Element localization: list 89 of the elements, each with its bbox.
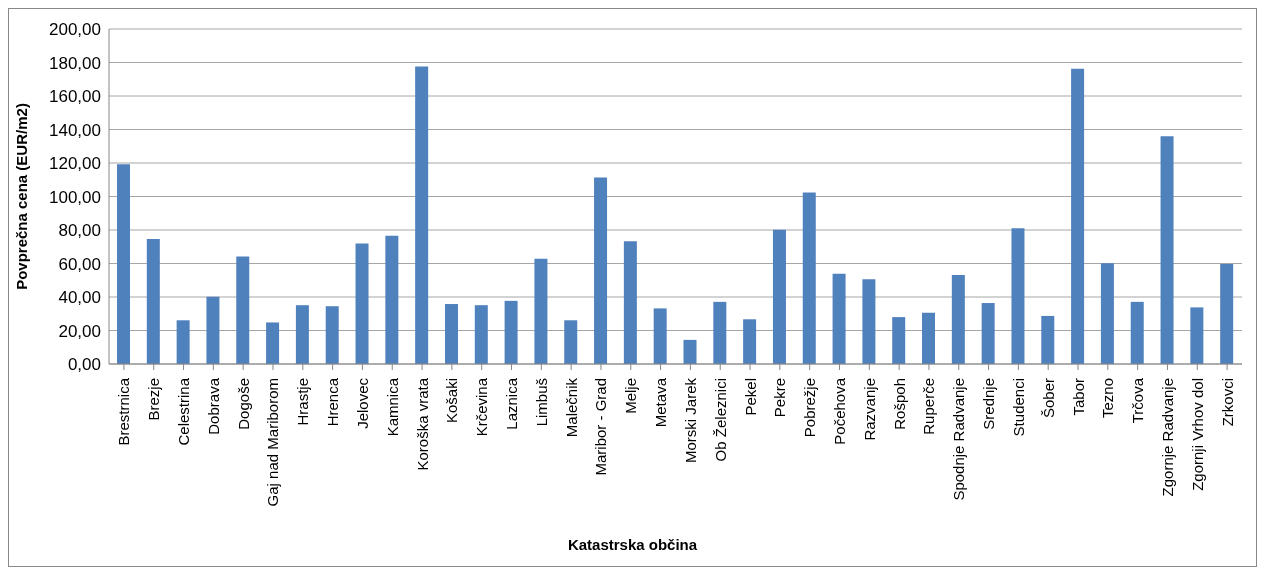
y-tick-label: 160,00: [49, 87, 101, 107]
x-tick-label: Morski Jarek: [681, 377, 699, 464]
y-axis-title: Povprečna cena (EUR/m2): [13, 103, 31, 290]
x-tick-label: Zgornji Vrhov dol: [1188, 378, 1206, 491]
bar: [1190, 307, 1204, 364]
bar: [206, 296, 220, 364]
bar: [474, 305, 488, 364]
x-tick-label: Tabor: [1069, 378, 1087, 416]
x-tick-label: Dogoše: [234, 378, 252, 430]
x-tick-label: Hrastje: [294, 378, 312, 426]
bar: [951, 274, 965, 364]
bar: [534, 258, 548, 364]
x-tick-label: Pekre: [771, 378, 789, 418]
bar: [176, 320, 190, 364]
bar: [415, 66, 429, 364]
bar: [772, 229, 786, 364]
x-tick-label: Hrenca: [324, 377, 342, 427]
x-tick-label: Krčevina: [473, 377, 491, 437]
x-tick-label: Zgornje Radvanje: [1158, 378, 1176, 497]
bar: [325, 306, 339, 364]
x-tick-label: Ob Železnici: [711, 378, 729, 462]
x-tick-label: Maribor - Grad: [592, 378, 610, 476]
bar: [623, 241, 637, 364]
x-tick-label: Brestrnica: [115, 377, 133, 446]
bar: [683, 339, 697, 364]
bar: [117, 164, 130, 364]
bar: [1100, 263, 1114, 364]
y-tick-label: 40,00: [58, 288, 101, 308]
x-tick-label: Pobrežje: [801, 378, 819, 438]
x-tick-label: Košaki: [443, 378, 461, 424]
bar: [236, 256, 250, 364]
bar: [653, 308, 667, 364]
x-tick-label: Šober: [1039, 378, 1057, 419]
x-tick-label: Studenci: [1009, 378, 1027, 437]
y-tick-label: 80,00: [58, 221, 101, 241]
bar: [146, 239, 160, 364]
x-tick-label: Laznica: [503, 377, 521, 430]
bar: [564, 320, 578, 364]
y-tick-label: 120,00: [49, 154, 101, 174]
x-tick-label: Brezje: [145, 378, 163, 421]
x-tick-label: Trčova: [1129, 377, 1147, 424]
bar: [1160, 136, 1174, 364]
bar: [922, 312, 936, 364]
x-tick-label: Koroška vrata: [413, 377, 431, 471]
bar: [892, 317, 906, 364]
bar: [862, 279, 876, 364]
x-tick-label: Zrkovci: [1218, 378, 1236, 427]
x-tick-label: Dobrava: [204, 377, 222, 435]
x-tick-label: Malečnik: [562, 377, 580, 438]
x-axis-title: Katastrska občina: [566, 536, 699, 553]
y-tick-label: 20,00: [58, 321, 101, 341]
y-tick-label: 140,00: [49, 120, 101, 140]
bar: [295, 305, 309, 364]
x-tick-label: Srednje: [980, 378, 998, 430]
y-tick-label: 60,00: [58, 254, 101, 274]
x-tick-label: Kamnica: [383, 377, 401, 437]
x-tick-label: Spodnje Radvanje: [950, 378, 968, 501]
x-tick-label: Limbuš: [532, 378, 550, 427]
x-tick-label: Počehova: [830, 377, 848, 445]
bar: [802, 192, 816, 364]
x-tick-label: Tezno: [1099, 378, 1117, 419]
bar: [1041, 315, 1055, 364]
x-tick-label: Celestrina: [175, 377, 193, 446]
x-tick-label: Ruperče: [920, 378, 938, 435]
x-tick-label: Metava: [652, 377, 670, 428]
bar: [266, 322, 280, 364]
bar: [1130, 301, 1144, 364]
bar: [594, 177, 608, 364]
bar: [1220, 264, 1234, 364]
x-tick-label: Razvanje: [860, 378, 878, 441]
y-tick-label: 200,00: [49, 20, 101, 40]
bar: [444, 304, 458, 364]
y-tick-label: 180,00: [49, 53, 101, 73]
bar: [504, 300, 518, 364]
bar: [713, 301, 727, 364]
y-tick-label: 100,00: [49, 187, 101, 207]
bar: [832, 273, 846, 364]
bar: [355, 243, 369, 364]
x-tick-label: Melje: [622, 378, 640, 414]
y-tick-label: 0,00: [67, 355, 101, 375]
x-tick-label: Pekel: [741, 378, 759, 416]
bar: [1011, 228, 1025, 364]
bar: [981, 303, 995, 364]
bar: [1071, 68, 1085, 364]
x-tick-label: Rošpoh: [890, 378, 908, 430]
bar: [385, 235, 399, 364]
x-tick-label: Gaj nad Mariborom: [264, 378, 282, 507]
bar: [743, 319, 757, 364]
x-tick-label: Jelovec: [353, 377, 371, 429]
